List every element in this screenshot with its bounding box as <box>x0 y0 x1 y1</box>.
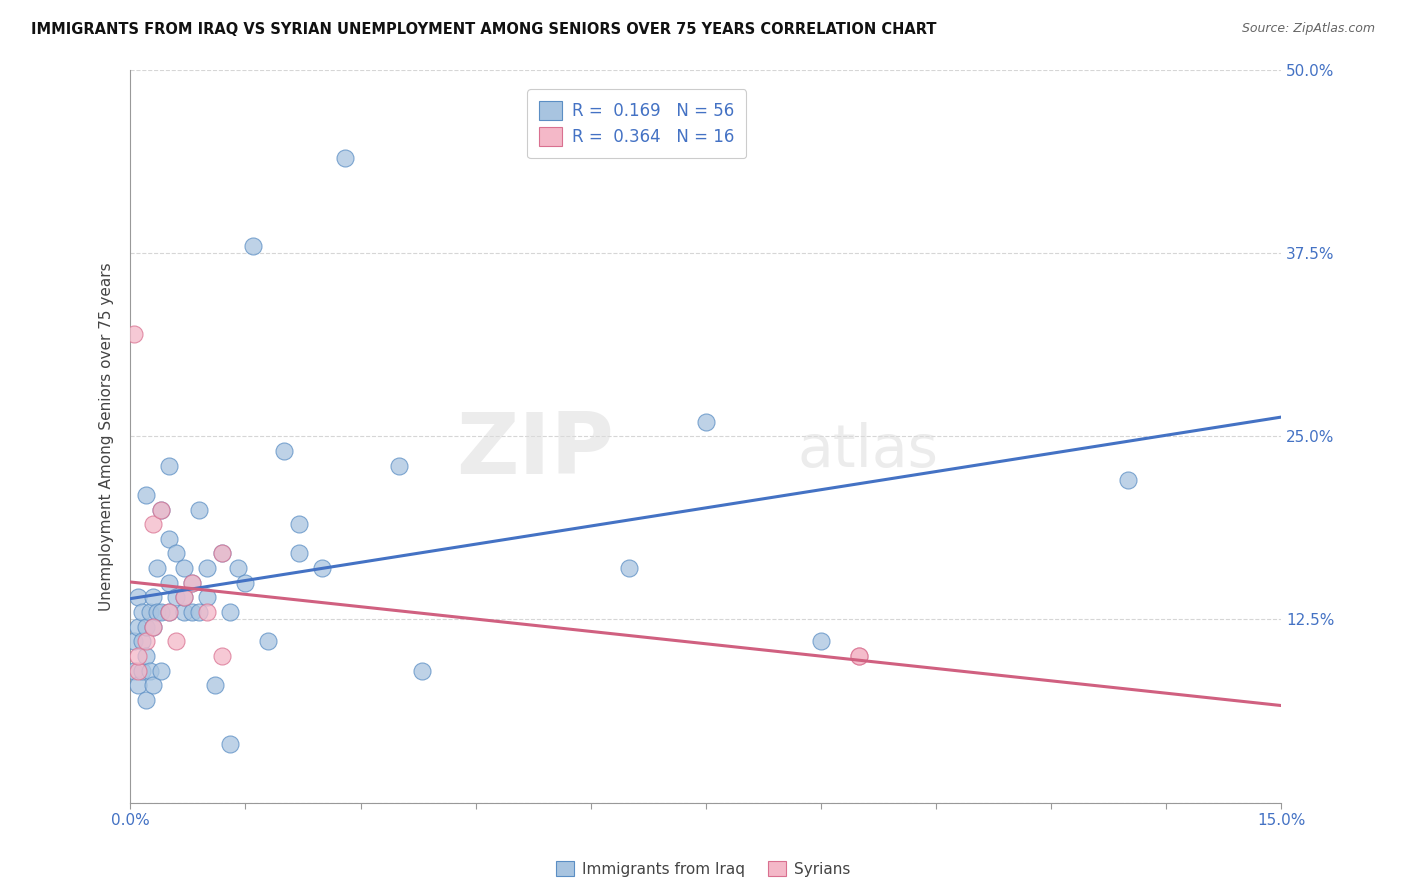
Point <box>211 546 233 560</box>
Point <box>127 591 149 605</box>
Point <box>848 648 870 663</box>
Point <box>188 502 211 516</box>
Point <box>146 605 169 619</box>
Point <box>142 517 165 532</box>
Point <box>335 151 357 165</box>
Point <box>157 532 180 546</box>
Point <box>122 634 145 648</box>
Text: IMMIGRANTS FROM IRAQ VS SYRIAN UNEMPLOYMENT AMONG SENIORS OVER 75 YEARS CORRELAT: IMMIGRANTS FROM IRAQ VS SYRIAN UNEMPLOYM… <box>31 22 936 37</box>
Point <box>122 664 145 678</box>
Point <box>150 502 173 516</box>
Point <box>235 575 257 590</box>
Point <box>219 737 242 751</box>
Point <box>135 634 157 648</box>
Point <box>180 605 202 619</box>
Point <box>150 605 173 619</box>
Point <box>165 546 187 560</box>
Point <box>157 458 180 473</box>
Point <box>188 605 211 619</box>
Point <box>131 605 153 619</box>
Point <box>204 678 226 692</box>
Text: Source: ZipAtlas.com: Source: ZipAtlas.com <box>1241 22 1375 36</box>
Point <box>131 664 153 678</box>
Point <box>122 326 145 341</box>
Point <box>142 620 165 634</box>
Legend: Immigrants from Iraq, Syrians: Immigrants from Iraq, Syrians <box>548 853 858 884</box>
Point <box>165 634 187 648</box>
Point <box>150 502 173 516</box>
Point <box>273 444 295 458</box>
Point <box>180 575 202 590</box>
Point <box>810 634 832 648</box>
Point <box>142 620 165 634</box>
Point <box>411 664 433 678</box>
Point <box>848 648 870 663</box>
Point <box>1116 473 1139 487</box>
Point <box>311 561 333 575</box>
Point <box>127 620 149 634</box>
Point <box>695 415 717 429</box>
Point <box>138 664 160 678</box>
Point <box>195 561 218 575</box>
Point <box>142 678 165 692</box>
Point <box>219 605 242 619</box>
Point <box>180 575 202 590</box>
Point <box>173 605 195 619</box>
Point <box>288 517 311 532</box>
Point <box>131 634 153 648</box>
Point <box>157 605 180 619</box>
Point <box>127 648 149 663</box>
Point <box>195 605 218 619</box>
Y-axis label: Unemployment Among Seniors over 75 years: Unemployment Among Seniors over 75 years <box>100 262 114 611</box>
Point <box>135 693 157 707</box>
Point <box>135 648 157 663</box>
Point <box>173 561 195 575</box>
Text: ZIP: ZIP <box>456 409 614 492</box>
Point <box>388 458 411 473</box>
Point <box>127 678 149 692</box>
Point <box>211 648 233 663</box>
Point <box>226 561 249 575</box>
Point <box>157 605 180 619</box>
Point <box>127 664 149 678</box>
Point <box>617 561 640 575</box>
Point <box>150 664 173 678</box>
Point <box>135 620 157 634</box>
Text: atlas: atlas <box>799 423 939 479</box>
Point <box>165 591 187 605</box>
Point <box>288 546 311 560</box>
Point <box>146 561 169 575</box>
Point <box>242 239 264 253</box>
Point <box>173 591 195 605</box>
Point <box>142 591 165 605</box>
Point <box>157 575 180 590</box>
Legend: R =  0.169   N = 56, R =  0.364   N = 16: R = 0.169 N = 56, R = 0.364 N = 16 <box>527 89 747 158</box>
Point <box>257 634 280 648</box>
Point <box>173 591 195 605</box>
Point <box>211 546 233 560</box>
Point <box>195 591 218 605</box>
Point <box>135 488 157 502</box>
Point <box>138 605 160 619</box>
